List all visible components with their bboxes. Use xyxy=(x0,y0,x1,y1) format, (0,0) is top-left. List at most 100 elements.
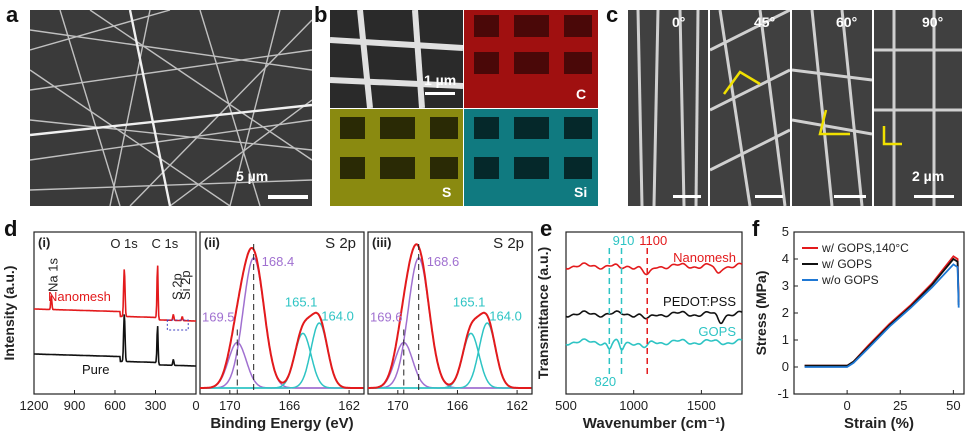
series-pedot-line xyxy=(565,310,743,325)
plot-frame xyxy=(199,231,365,395)
eds-map-s xyxy=(330,109,463,206)
sem-image-b xyxy=(330,10,463,108)
sem-fibers-c-0 xyxy=(636,10,701,206)
y-tick-label: 2 xyxy=(782,305,789,320)
component-thiophene xyxy=(200,332,364,389)
x-tick-label: 166 xyxy=(279,398,301,413)
x-tick-label: 500 xyxy=(555,398,577,413)
y-tick-label: 1 xyxy=(782,332,789,347)
eds-map-c xyxy=(464,10,598,108)
chart-d-s2p-ii: 170 166 162 Binding Energy (eV) (ii) S 2p 168.… xyxy=(199,231,365,432)
y-tick-label: -1 xyxy=(777,386,789,401)
sem-image-c-90 xyxy=(874,10,962,206)
x-tick-label: 170 xyxy=(219,398,241,413)
panel-letter-e: e xyxy=(540,216,553,241)
x-tick-label: 1000 xyxy=(619,398,648,413)
x-tick-label: 600 xyxy=(104,398,126,413)
y-tick-label: 3 xyxy=(782,278,789,293)
y-axis-label: Stress (MPa) xyxy=(753,271,769,356)
x-tick-label: 1200 xyxy=(20,398,49,413)
y-tick-label: 4 xyxy=(782,251,789,266)
sem-fibers-c-45 xyxy=(710,10,790,206)
panel-letter-a: a xyxy=(6,2,19,27)
x-tick-label: 0 xyxy=(844,398,851,413)
subpanel-label: (ii) xyxy=(204,235,220,250)
x-tick-label: 900 xyxy=(64,398,86,413)
annotation-910: 910 xyxy=(613,233,635,248)
scale-label-b: 1 µm xyxy=(424,72,457,88)
plot-frame xyxy=(565,231,743,395)
component-thiophene xyxy=(200,322,364,389)
legend-label: w/ GOPS xyxy=(821,257,872,271)
component-thiophene xyxy=(368,322,532,389)
series-label-pure: Pure xyxy=(82,362,109,377)
sem-image-c-45 xyxy=(710,10,790,206)
series-label-gops: GOPS xyxy=(698,324,736,339)
y-tick-label: 0 xyxy=(782,359,789,374)
annotation-1100: 1100 xyxy=(639,233,667,248)
peak-label-164: 164.0 xyxy=(489,309,522,324)
x-tick-label: 170 xyxy=(387,398,409,413)
panel-letter-d: d xyxy=(4,216,18,241)
peak-label-na1s: Na 1s xyxy=(45,258,60,292)
envelope-fit-line xyxy=(200,247,364,389)
legend-label: w/o GOPS xyxy=(821,273,879,287)
sem-image-c-0 xyxy=(628,10,708,206)
annotation-820: 820 xyxy=(594,374,616,389)
chart-f-stress-strain: 0 25 50 -1 0 1 2 3 4 5 Strain (%) Stress (MPa) w/ GO… xyxy=(753,224,965,432)
chart-d-survey: 1200 900 600 300 0 Intensity (a.u.) (i) Nanomes… xyxy=(1,231,200,413)
eds-pattern-s xyxy=(340,117,458,179)
legend-label: w/ GOPS,140°C xyxy=(821,241,909,255)
sem-mesh-b xyxy=(330,10,463,108)
series-pure-line xyxy=(34,314,196,367)
x-axis-label: Strain (%) xyxy=(844,415,914,432)
eds-pattern-si xyxy=(474,117,592,179)
series-nanomesh-line xyxy=(565,262,743,276)
x-tick-label: 0 xyxy=(192,398,199,413)
peak-label-main: 168.6 xyxy=(427,254,460,269)
x-tick-label: 25 xyxy=(893,398,907,413)
core-level-title: S 2p xyxy=(493,235,524,252)
peak-label-main: 168.4 xyxy=(262,254,295,269)
panel-letter-f: f xyxy=(752,216,760,241)
scale-label-a: 5 µm xyxy=(236,168,269,184)
eds-label-c: C xyxy=(576,86,587,102)
series-label-nanomesh: Nanomesh xyxy=(48,289,111,304)
x-tick-label: 162 xyxy=(506,398,528,413)
eds-label-s: S xyxy=(442,184,452,200)
core-level-title: S 2p xyxy=(325,235,356,252)
angle-label-60: 60° xyxy=(836,14,858,30)
y-tick-label: 5 xyxy=(782,224,789,239)
eds-pattern-c xyxy=(474,15,592,74)
x-tick-label: 1500 xyxy=(687,398,716,413)
chart-e-ftir: 500 1000 1500 Wavenumber (cm⁻¹) Transmittanc… xyxy=(536,231,743,432)
highlight-box xyxy=(166,319,189,331)
sem-fibers-c-90 xyxy=(874,10,962,206)
angle-label-90: 90° xyxy=(922,14,944,30)
series-gops-line xyxy=(565,338,743,351)
y-axis-label: Intensity (a.u.) xyxy=(1,266,17,361)
x-tick-label: 300 xyxy=(145,398,167,413)
sem-image-c-60 xyxy=(792,10,872,206)
subpanel-label: (i) xyxy=(38,235,50,250)
peak-label-165: 165.1 xyxy=(285,295,318,310)
peak-label-shoulder: 169.5 xyxy=(202,310,235,325)
x-tick-label: 50 xyxy=(946,398,960,413)
sem-fibers-a xyxy=(30,10,312,206)
plot-frame xyxy=(33,231,197,395)
plot-frame xyxy=(793,231,965,395)
panel-letter-c: c xyxy=(606,2,619,27)
peak-label-165: 165.1 xyxy=(453,295,486,310)
peak-label-c1s: C 1s xyxy=(152,236,179,251)
peak-label-s2p: S 2p xyxy=(169,273,184,300)
panel-letter-b: b xyxy=(314,2,328,27)
peak-label-o1s: O 1s xyxy=(110,236,138,251)
y-axis-label: Transmittance (a.u.) xyxy=(536,247,551,379)
peak-label-shoulder: 169.6 xyxy=(370,310,403,325)
scale-label-c: 2 µm xyxy=(912,168,945,184)
envelope-fit-line xyxy=(368,243,532,389)
subpanel-label: (iii) xyxy=(372,235,392,250)
sem-fibers-c-60 xyxy=(792,10,872,206)
